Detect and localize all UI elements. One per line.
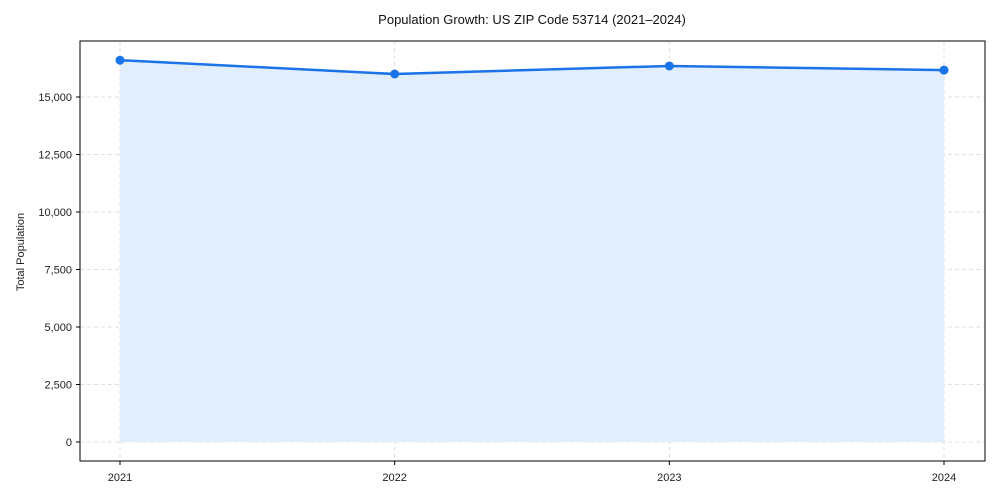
x-tick-label: 2023 — [657, 472, 681, 484]
series-line — [119, 58, 945, 76]
y-tick-label: 2,500 — [44, 380, 72, 392]
data-point — [390, 69, 400, 79]
chart-title: Population Growth: US ZIP Code 53714 (20… — [378, 12, 686, 27]
y-tick-label: 10,000 — [38, 207, 72, 219]
y-tick-label: 15,000 — [38, 92, 72, 104]
y-axis-label: Total Population — [15, 213, 27, 291]
area-fill — [120, 60, 944, 442]
x-tick-label: 2024 — [932, 472, 956, 484]
y-tick-label: 5,000 — [44, 322, 72, 334]
data-point — [939, 65, 949, 75]
y-tick-label: 7,500 — [44, 265, 72, 277]
data-point — [664, 61, 674, 71]
plot-frame — [79, 40, 986, 462]
y-tick-label: 0 — [66, 437, 72, 449]
x-tick-label: 2021 — [108, 472, 132, 484]
data-points — [115, 55, 949, 79]
x-tick-label: 2022 — [382, 472, 406, 484]
y-tick-label: 12,500 — [38, 150, 72, 162]
y-axis-ticks: 0 2,500 5,000 7,500 10,000 12,500 15,000 — [38, 92, 80, 449]
x-axis-ticks: 2021 2022 2023 2024 — [108, 461, 956, 484]
data-point — [115, 55, 125, 65]
